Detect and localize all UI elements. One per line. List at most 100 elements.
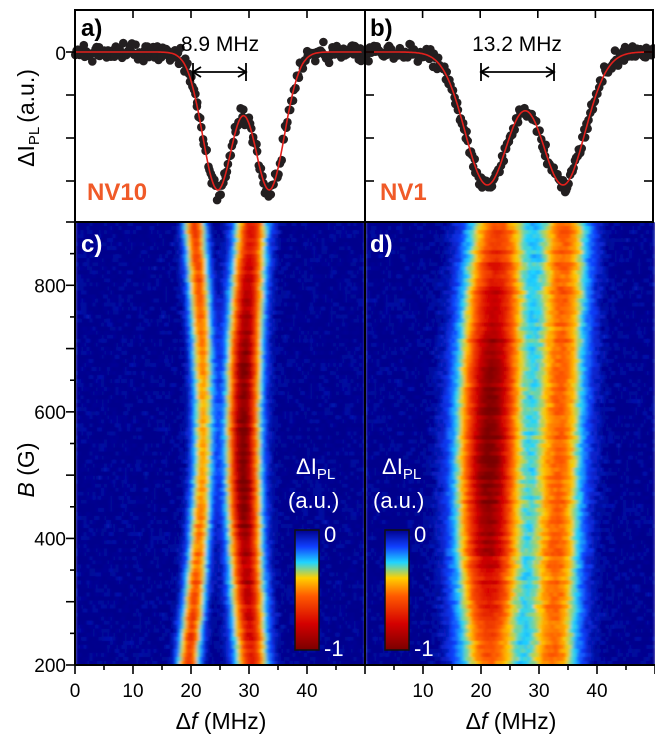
heatmap-cell (278, 338, 282, 344)
heatmap-cell (144, 391, 149, 396)
heatmap-cell (333, 379, 337, 384)
heatmap-cell (214, 383, 218, 388)
heatmap-cell (347, 375, 352, 380)
heatmap-cell (153, 310, 157, 316)
heatmap-cell (231, 310, 236, 316)
heatmap-cell (312, 302, 317, 308)
heatmap-cell (199, 338, 204, 344)
heatmap-cell (237, 234, 241, 239)
heatmap-cell (312, 375, 317, 380)
heatmap-cell (249, 286, 253, 292)
heatmap-cell (266, 266, 270, 271)
heatmap-cell (156, 282, 160, 288)
heatmap-cell (243, 387, 247, 392)
heatmap-cell (246, 350, 250, 356)
heatmap-cell (156, 222, 160, 227)
heatmap-cell (214, 274, 218, 279)
heatmap-cell (89, 234, 93, 239)
heatmap-cell (191, 242, 195, 247)
heatmap-cell (222, 314, 227, 320)
heatmap-cell (95, 282, 99, 288)
heatmap-cell (295, 342, 299, 348)
heatmap-cell (86, 334, 91, 340)
heatmap-cell (205, 318, 209, 324)
heatmap-cell (307, 246, 311, 251)
heatmap-cell (309, 242, 314, 247)
heatmap-cell (338, 294, 343, 300)
heatmap-cell (228, 246, 233, 251)
heatmap-cell (260, 354, 265, 360)
heatmap-cell (199, 306, 204, 312)
heatmap-cell (153, 314, 157, 320)
heatmap-cell (228, 310, 233, 316)
heatmap-cell (159, 383, 163, 388)
heatmap-cell (338, 222, 343, 227)
heatmap-cell (269, 262, 273, 267)
heatmap-cell (182, 391, 186, 396)
heatmap-cell (75, 338, 79, 344)
heatmap-cell (220, 242, 224, 247)
heatmap-cell (362, 375, 365, 380)
heatmap-cell (77, 286, 82, 292)
heatmap-cell (191, 391, 195, 396)
heatmap-cell (162, 282, 166, 288)
heatmap-cell (98, 391, 102, 396)
heatmap-cell (336, 358, 340, 364)
heatmap-cell (280, 383, 285, 388)
heatmap-cell (205, 342, 209, 348)
heatmap-cell (104, 282, 108, 288)
heatmap-cell (283, 234, 288, 239)
heatmap-cell (193, 302, 198, 308)
heatmap-cell (176, 346, 180, 352)
heatmap-cell (182, 334, 186, 340)
heatmap-cell (359, 226, 363, 231)
heatmap-cell (173, 334, 178, 340)
heatmap-cell (344, 274, 349, 279)
heatmap-cell (109, 342, 114, 348)
heatmap-cell (278, 238, 282, 243)
heatmap-cell (104, 354, 108, 360)
heatmap-cell (278, 258, 282, 263)
heatmap-cell (182, 286, 186, 292)
heatmap-cell (121, 246, 125, 251)
heatmap-cell (188, 310, 192, 316)
heatmap-cell (312, 290, 317, 296)
heatmap-cell (344, 238, 349, 243)
heatmap-cell (301, 387, 305, 392)
heatmap-cell (278, 358, 282, 364)
heatmap-cell (101, 366, 105, 372)
heatmap-cell (330, 250, 334, 255)
heatmap-cell (272, 306, 276, 312)
heatmap-cell (237, 375, 241, 380)
heatmap-cell (141, 226, 146, 231)
heatmap-cell (246, 310, 250, 316)
heatmap-cell (95, 262, 99, 267)
heatmap-cell (86, 358, 91, 364)
heatmap-cell (92, 238, 96, 243)
heatmap-cell (150, 379, 154, 384)
heatmap-cell (214, 371, 218, 376)
heatmap-cell (75, 342, 79, 348)
heatmap-cell (167, 379, 172, 384)
heatmap-cell (176, 282, 180, 288)
heatmap-cell (106, 258, 111, 263)
heatmap-cell (109, 250, 114, 255)
heatmap-cell (217, 238, 221, 243)
heatmap-cell (202, 383, 207, 388)
heatmap-cell (263, 226, 267, 231)
heatmap-cell (176, 371, 180, 376)
heatmap-cell (77, 354, 82, 360)
heatmap-cell (89, 358, 93, 364)
heatmap-cell (347, 234, 352, 239)
heatmap-cell (243, 366, 247, 372)
heatmap-cell (112, 238, 117, 243)
heatmap-cell (266, 302, 270, 308)
heatmap-cell (133, 242, 137, 247)
heatmap-cell (170, 242, 175, 247)
heatmap-cell (225, 242, 230, 247)
heatmap-cell (304, 290, 308, 296)
heatmap-cell (327, 362, 331, 368)
heatmap-cell (228, 286, 233, 292)
heatmap-cell (75, 278, 79, 284)
heatmap-cell (295, 246, 299, 251)
